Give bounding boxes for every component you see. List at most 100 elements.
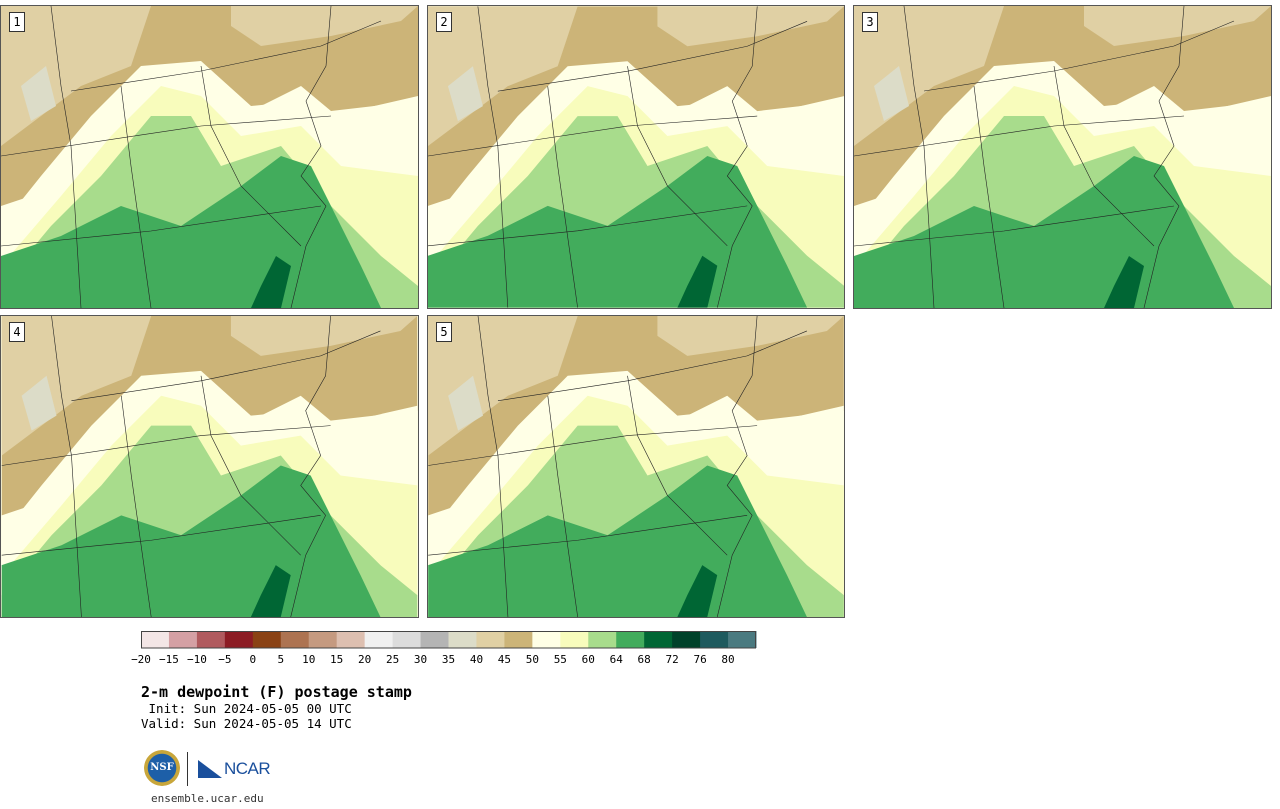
panel-label: 3 bbox=[862, 12, 878, 32]
dewpoint-band bbox=[251, 256, 291, 308]
colorbar-tick-label: 72 bbox=[665, 653, 679, 666]
colorbar-swatch bbox=[448, 631, 477, 648]
colorbar bbox=[141, 631, 757, 649]
colorbar-tick-label: 35 bbox=[441, 653, 456, 666]
colorbar-swatch bbox=[420, 631, 449, 648]
colorbar-swatch bbox=[588, 631, 617, 648]
page-title: 2-m dewpoint (F) postage stamp bbox=[141, 683, 412, 701]
colorbar-tick-label: 30 bbox=[413, 653, 428, 666]
colorbar-swatch bbox=[532, 631, 561, 648]
colorbar-tick-label: 25 bbox=[385, 653, 400, 666]
state-boundary bbox=[973, 85, 1005, 308]
nsf-logo[interactable]: NSF bbox=[144, 750, 180, 786]
dewpoint-band bbox=[677, 255, 718, 308]
state-boundary bbox=[290, 316, 331, 617]
state-boundary bbox=[200, 375, 301, 556]
stamp-panel-4[interactable]: 4 bbox=[0, 315, 419, 618]
colorbar-swatch bbox=[672, 631, 701, 648]
dewpoint-band bbox=[657, 316, 844, 356]
dewpoint-band bbox=[21, 375, 57, 431]
ncar-logo[interactable]: NCAR bbox=[198, 756, 271, 782]
valid-time: Valid: Sun 2024-05-05 14 UTC bbox=[141, 716, 352, 731]
state-boundary bbox=[200, 65, 302, 247]
state-boundary bbox=[1, 425, 331, 466]
colorbar-swatch bbox=[168, 631, 198, 648]
state-boundary bbox=[1053, 65, 1155, 247]
state-boundary bbox=[120, 85, 152, 308]
stamp-panel-1[interactable]: 1 bbox=[0, 5, 419, 309]
state-boundary bbox=[70, 20, 382, 92]
dewpoint-band bbox=[677, 565, 718, 617]
colorbar-swatch bbox=[700, 631, 729, 648]
colorbar-swatch bbox=[252, 631, 282, 648]
dewpoint-map bbox=[428, 316, 844, 617]
state-boundary bbox=[717, 6, 758, 308]
ncar-text: NCAR bbox=[224, 759, 271, 778]
dewpoint-map bbox=[1, 316, 418, 617]
colorbar-tick-label: −10 bbox=[186, 653, 207, 666]
state-boundary bbox=[428, 205, 748, 247]
dewpoint-map bbox=[428, 6, 844, 308]
colorbar-swatch bbox=[476, 631, 505, 648]
dewpoint-band bbox=[21, 66, 56, 121]
colorbar-swatch bbox=[280, 631, 310, 648]
colorbar-tick-label: 55 bbox=[553, 653, 567, 666]
panel-label: 5 bbox=[436, 322, 452, 342]
colorbar-tick-label: 50 bbox=[525, 653, 539, 666]
state-boundary bbox=[497, 330, 808, 402]
ncar-mark-icon bbox=[198, 760, 222, 778]
colorbar-tick-label: 10 bbox=[302, 653, 316, 666]
colorbar-tick-label: 40 bbox=[469, 653, 484, 666]
state-boundary bbox=[547, 395, 578, 617]
state-boundary bbox=[477, 316, 509, 617]
dewpoint-band bbox=[448, 375, 484, 431]
colorbar-tick-label: 68 bbox=[637, 653, 651, 666]
colorbar-swatch bbox=[308, 631, 338, 648]
colorbar-tick-label: 15 bbox=[330, 653, 344, 666]
state-boundary bbox=[290, 6, 332, 308]
state-boundary bbox=[547, 86, 578, 308]
state-boundary bbox=[923, 20, 1235, 92]
site-link[interactable]: ensemble.ucar.edu bbox=[151, 792, 264, 805]
state-boundary bbox=[1, 515, 321, 556]
state-boundary bbox=[120, 395, 152, 617]
dewpoint-band bbox=[1084, 6, 1271, 46]
colorbar-swatch bbox=[336, 631, 366, 648]
dewpoint-map bbox=[854, 6, 1271, 308]
state-boundary bbox=[497, 21, 808, 92]
colorbar-swatch bbox=[196, 631, 226, 648]
colorbar-swatch bbox=[392, 631, 422, 648]
panel-label: 2 bbox=[436, 12, 452, 32]
colorbar-tick-label: 64 bbox=[609, 653, 623, 666]
state-boundary bbox=[627, 375, 728, 556]
stamp-panel-5[interactable]: 5 bbox=[427, 315, 845, 618]
state-boundary bbox=[428, 115, 758, 157]
colorbar-swatch bbox=[616, 631, 645, 648]
state-boundary bbox=[428, 425, 758, 466]
dewpoint-band bbox=[231, 6, 418, 46]
state-boundary bbox=[627, 66, 728, 246]
state-boundary bbox=[1, 205, 322, 247]
state-boundary bbox=[854, 115, 1185, 157]
state-boundary bbox=[903, 6, 935, 308]
state-boundary bbox=[51, 316, 82, 617]
colorbar-tick-label: −20 bbox=[131, 653, 151, 666]
colorbar-tick-label: 45 bbox=[497, 653, 512, 666]
state-boundary bbox=[1143, 6, 1185, 308]
state-boundary bbox=[50, 6, 82, 308]
state-boundary bbox=[71, 330, 381, 402]
init-time: Init: Sun 2024-05-05 00 UTC bbox=[141, 701, 352, 716]
colorbar-swatch bbox=[560, 631, 589, 648]
stamp-panel-3[interactable]: 3 bbox=[853, 5, 1272, 309]
dewpoint-band bbox=[447, 66, 483, 122]
panel-label: 1 bbox=[9, 12, 25, 32]
colorbar-tick-label: −15 bbox=[159, 653, 179, 666]
state-boundary bbox=[1, 115, 332, 157]
dewpoint-band bbox=[230, 316, 418, 356]
stamp-panel-2[interactable]: 2 bbox=[427, 5, 845, 309]
state-boundary bbox=[716, 316, 758, 617]
colorbar-tick-label: 60 bbox=[581, 653, 595, 666]
colorbar-tick-label: 20 bbox=[358, 653, 372, 666]
colorbar-swatch bbox=[504, 631, 533, 648]
colorbar-swatch bbox=[364, 631, 394, 648]
